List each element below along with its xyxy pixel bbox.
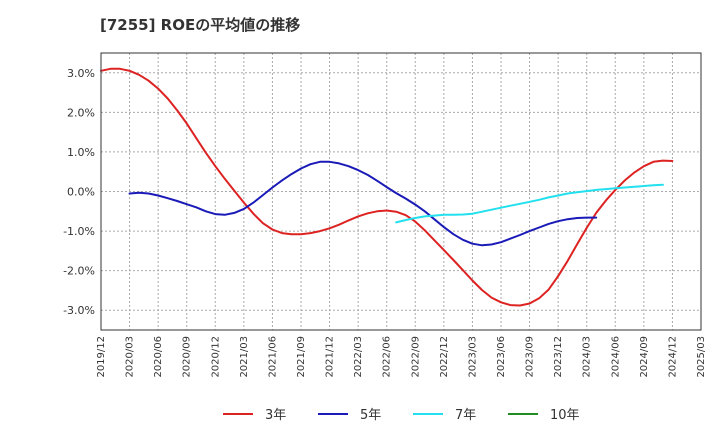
x-tick-label: 2021/12 bbox=[325, 336, 336, 378]
legend: 3年 5年 7年 10年 bbox=[223, 408, 580, 423]
x-tick-label: 2021/03 bbox=[239, 336, 250, 378]
x-tick-label: 2020/09 bbox=[182, 336, 193, 378]
x-axis: 2019/12 2020/03 2020/06 2020/09 2020/12 2021/… bbox=[96, 336, 707, 378]
legend-label: 5年 bbox=[360, 408, 381, 423]
x-tick-label: 2024/06 bbox=[610, 336, 621, 378]
x-tick-label: 2023/06 bbox=[496, 336, 507, 378]
y-tick-label: 0.0% bbox=[67, 186, 95, 199]
x-tick-label: 2019/12 bbox=[96, 336, 107, 378]
x-tick-label: 2020/03 bbox=[125, 336, 136, 378]
x-tick-label: 2021/06 bbox=[267, 336, 278, 378]
y-tick-label: 3.0% bbox=[67, 67, 95, 80]
y-axis: 3.0% 2.0% 1.0% 0.0% -1.0% -2.0% -3.0% bbox=[63, 67, 95, 317]
x-tick-label: 2020/12 bbox=[210, 336, 221, 378]
x-tick-label: 2022/06 bbox=[382, 336, 393, 378]
series-line-3年 bbox=[100, 67, 674, 307]
x-tick-label: 2023/09 bbox=[525, 336, 536, 378]
y-tick-label: -2.0% bbox=[63, 265, 95, 278]
grid-layer bbox=[101, 53, 701, 330]
x-tick-label: 2021/09 bbox=[296, 336, 307, 378]
x-tick-label: 2024/12 bbox=[667, 336, 678, 378]
series-layer bbox=[100, 67, 674, 307]
plot-frame bbox=[100, 52, 702, 331]
x-tick-label: 2025/03 bbox=[696, 336, 707, 378]
x-tick-label: 2022/12 bbox=[439, 336, 450, 378]
x-tick-label: 2020/06 bbox=[153, 336, 164, 378]
y-tick-label: -3.0% bbox=[63, 304, 95, 317]
legend-label: 7年 bbox=[455, 408, 476, 423]
chart-title: [7255] ROEの平均値の推移 bbox=[100, 16, 301, 34]
x-tick-label: 2023/03 bbox=[467, 336, 478, 378]
x-tick-label: 2022/03 bbox=[353, 336, 364, 378]
legend-label: 10年 bbox=[550, 408, 580, 423]
series-line-5年 bbox=[128, 160, 598, 247]
y-tick-label: 2.0% bbox=[67, 106, 95, 119]
series-line-7年 bbox=[395, 183, 664, 224]
y-tick-label: -1.0% bbox=[63, 225, 95, 238]
x-tick-label: 2022/09 bbox=[410, 336, 421, 378]
y-tick-label: 1.0% bbox=[67, 146, 95, 159]
x-tick-label: 2024/09 bbox=[639, 336, 650, 378]
x-tick-label: 2023/12 bbox=[553, 336, 564, 378]
x-tick-label: 2024/03 bbox=[582, 336, 593, 378]
legend-label: 3年 bbox=[265, 408, 286, 423]
